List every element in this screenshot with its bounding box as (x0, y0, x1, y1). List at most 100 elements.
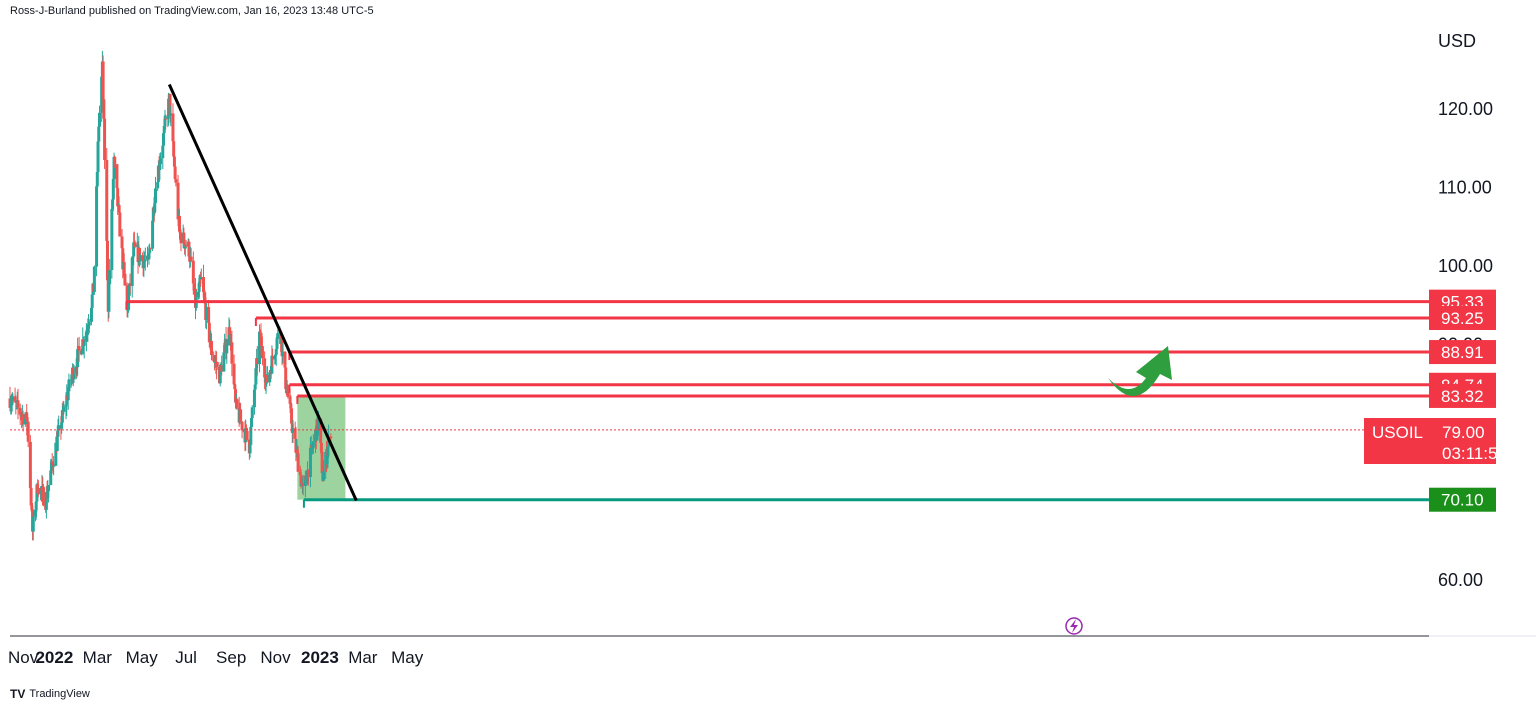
candle-body (187, 241, 191, 257)
candle-body (112, 156, 116, 179)
candle-body (130, 257, 134, 286)
candle-body (319, 418, 323, 443)
candle-body (69, 379, 73, 381)
candle-body (179, 233, 183, 244)
level-tag-label: 93.25 (1441, 309, 1484, 328)
candle-body (64, 404, 68, 407)
candle-body (192, 283, 196, 291)
candle-body (291, 428, 295, 433)
candle-body (62, 406, 66, 412)
candle-body (258, 331, 262, 333)
candle-body (178, 231, 182, 234)
candle-body (113, 156, 117, 165)
candle-body (202, 277, 206, 292)
candle-body (225, 345, 229, 354)
candle-body (232, 363, 236, 385)
candle-body (71, 367, 75, 380)
tradingview-footer[interactable]: TV TradingView (10, 687, 90, 701)
candle-body (178, 215, 182, 232)
candle-body (168, 93, 172, 116)
candle-body (183, 245, 187, 249)
candle-body (41, 486, 45, 488)
candle-body (290, 423, 294, 433)
candle-body (57, 425, 61, 430)
candle-body (171, 113, 175, 142)
candle-body (143, 259, 147, 261)
candle-body (204, 307, 208, 320)
candle-body (127, 283, 131, 296)
candle-body (111, 199, 115, 209)
descending-trendline[interactable] (167, 83, 358, 502)
time-tick-label: Sep (216, 648, 246, 667)
candle-body (8, 398, 12, 408)
candle-body (248, 444, 252, 454)
candle-body (21, 414, 25, 425)
candle-body (234, 389, 238, 403)
candle-body (162, 125, 166, 134)
candle-body (258, 331, 262, 365)
level-tag (1429, 340, 1496, 365)
candle-body (9, 404, 13, 408)
time-tick-label: 2022 (35, 648, 73, 667)
candle-body (66, 391, 70, 401)
symbol-price-tag: USOIL 79.00 03:11:57 (1364, 418, 1507, 464)
candle-body (306, 469, 310, 477)
candle-body (9, 403, 13, 405)
candle-body (33, 509, 37, 517)
candle-body (140, 255, 144, 260)
candle-body (196, 291, 200, 298)
tradingview-brand: TradingView (29, 688, 90, 700)
candle-body (46, 491, 50, 498)
candle-body (268, 372, 272, 383)
candle-body (253, 384, 257, 390)
candle-body (289, 403, 293, 409)
candle-body (49, 470, 53, 486)
candle-body (105, 240, 109, 281)
candle-body (89, 307, 93, 322)
candle-body (239, 421, 243, 423)
candle-body (147, 252, 151, 260)
candle-body (41, 487, 45, 506)
candle-body (286, 392, 290, 397)
candle-body (320, 451, 324, 474)
plot-area[interactable] (8, 22, 1430, 636)
candle-body (173, 166, 177, 180)
candle-body (271, 355, 275, 360)
tradingview-logo-icon: TV (10, 687, 26, 701)
horizontal-levels (125, 300, 1429, 508)
level-tag (1429, 383, 1496, 408)
candle-body (117, 205, 121, 213)
candle-body (249, 426, 253, 445)
candle-body (202, 291, 206, 298)
time-tick-label: Nov (260, 648, 291, 667)
candle-body (18, 407, 22, 415)
candle-body (54, 442, 58, 466)
candle-body (322, 471, 326, 481)
candle-body (215, 361, 219, 368)
candle-body (31, 516, 35, 532)
candle-body (270, 355, 274, 374)
candle-body (97, 112, 101, 127)
candle-body (197, 283, 201, 292)
candle-body (295, 449, 299, 454)
candle-body (275, 338, 279, 349)
candle-body (161, 145, 165, 159)
symbol-label: USOIL (1372, 423, 1423, 442)
candle-body (176, 182, 180, 220)
candle-body (207, 322, 211, 342)
candle-body (107, 284, 111, 312)
candle-body (85, 329, 89, 332)
candle-body (143, 260, 147, 262)
candle-body (166, 115, 170, 119)
candle-body (87, 321, 91, 326)
candle-body (235, 399, 239, 408)
candle-body (148, 248, 152, 250)
candle-body (97, 126, 101, 142)
candle-body (123, 273, 127, 286)
candle-body (122, 262, 126, 274)
candle-body (118, 212, 122, 237)
candle-body (276, 333, 280, 339)
